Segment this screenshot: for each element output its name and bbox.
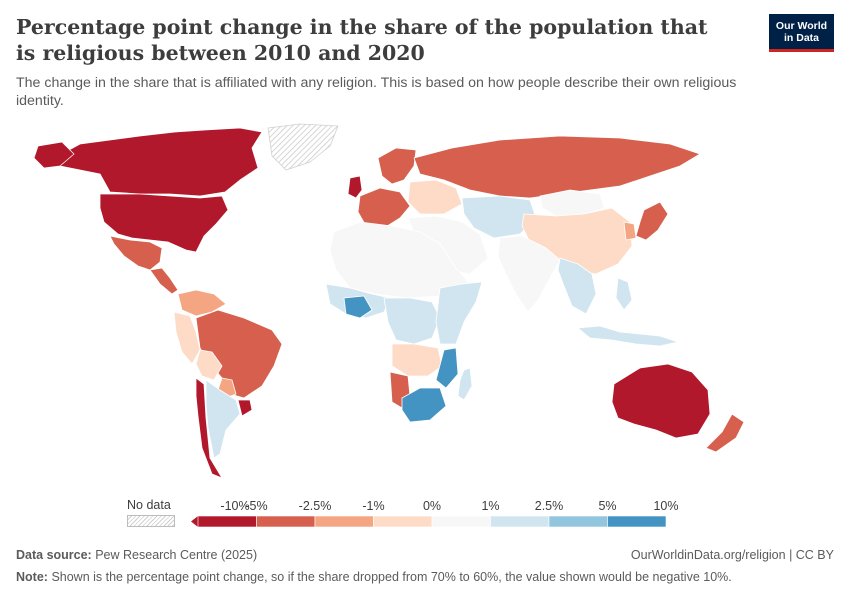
region-central-asia[interactable]	[461, 195, 537, 239]
legend-bin[interactable]	[373, 515, 433, 528]
region-south-africa[interactable]	[401, 387, 447, 423]
region-angola-and-zambia[interactable]	[391, 343, 443, 377]
footer-link[interactable]: OurWorldinData.org/religion | CC BY	[630, 548, 834, 562]
region-ecuador-and-peru[interactable]	[173, 311, 201, 365]
legend-bin[interactable]	[431, 515, 491, 528]
region-korea[interactable]	[623, 221, 637, 241]
chart-subtitle: The change in the share that is affiliat…	[16, 75, 737, 109]
legend-bin[interactable]	[314, 515, 374, 528]
legend-tick-label: -10%	[220, 499, 249, 513]
footer-note-text: Shown is the percentage point change, so…	[51, 570, 732, 584]
legend-bin[interactable]	[197, 515, 257, 528]
legend-tick-label: -1%	[362, 499, 384, 513]
region-russia[interactable]	[413, 135, 701, 199]
legend-tick-label: -2.5%	[299, 499, 332, 513]
legend-tick-label: 0%	[423, 499, 441, 513]
legend-no-data-swatch[interactable]	[127, 515, 175, 527]
color-legend: -10%-5% -2.5% -1% 0% 1% 2.5% 5% 10%	[191, 499, 679, 528]
region-mexico[interactable]	[109, 235, 163, 271]
region-canada[interactable]	[57, 127, 263, 197]
region-japan[interactable]	[635, 201, 669, 241]
logo-line-1: Our World	[775, 20, 828, 32]
region-australia[interactable]	[611, 363, 711, 439]
region-united-states[interactable]	[99, 193, 229, 253]
owid-logo[interactable]: Our World in Data	[769, 14, 834, 52]
data-source-label: Data source:	[16, 548, 92, 562]
legend-tick-label: 5%	[598, 499, 616, 513]
region-southeast-asia[interactable]	[557, 257, 597, 315]
region-indonesia[interactable]	[577, 325, 679, 347]
region-uruguay[interactable]	[237, 399, 253, 417]
footer-note: Note: Shown is the percentage point chan…	[16, 570, 732, 584]
legend-tick-label: 2.5%	[535, 499, 564, 513]
data-source-text[interactable]: Pew Research Centre (2025)	[95, 548, 258, 562]
region-chile[interactable]	[195, 377, 223, 479]
region-ivory-coast-and-ghana[interactable]	[343, 295, 373, 319]
region-east-africa[interactable]	[435, 281, 483, 345]
logo-line-2: in Data	[783, 32, 819, 44]
region-bolivia[interactable]	[195, 349, 223, 381]
data-source: Data source: Pew Research Centre (2025)	[16, 548, 257, 562]
legend-tick-label: 1%	[481, 499, 499, 513]
region-united-kingdom[interactable]	[347, 175, 363, 199]
region-philippines[interactable]	[615, 277, 633, 311]
legend-bin[interactable]	[607, 515, 667, 528]
chart-title: Percentage point change in the share of …	[16, 15, 708, 65]
legend-bin[interactable]	[490, 515, 550, 528]
region-greenland[interactable]	[267, 123, 339, 171]
region-central-america[interactable]	[149, 267, 179, 295]
footer-note-label: Note:	[16, 570, 48, 584]
region-argentina[interactable]	[205, 379, 241, 459]
legend-tick-label: 10%	[653, 499, 678, 513]
legend-bin[interactable]	[548, 515, 608, 528]
legend-no-data-label: No data	[127, 498, 171, 512]
legend-bin[interactable]	[256, 515, 316, 528]
region-northern-europe[interactable]	[377, 147, 417, 185]
region-india[interactable]	[497, 235, 561, 313]
region-alaska[interactable]	[33, 141, 75, 169]
world-map	[33, 123, 745, 479]
legend-tick-label: -5%	[245, 499, 267, 513]
region-eastern-europe[interactable]	[407, 179, 463, 215]
region-central-africa[interactable]	[383, 297, 441, 345]
region-western-europe[interactable]	[357, 187, 411, 229]
region-mozambique[interactable]	[435, 347, 459, 389]
region-new-zealand[interactable]	[705, 413, 745, 453]
region-colombia-and-venezuela[interactable]	[177, 289, 227, 317]
region-madagascar[interactable]	[457, 367, 473, 401]
legend-arrow-left	[191, 516, 198, 527]
